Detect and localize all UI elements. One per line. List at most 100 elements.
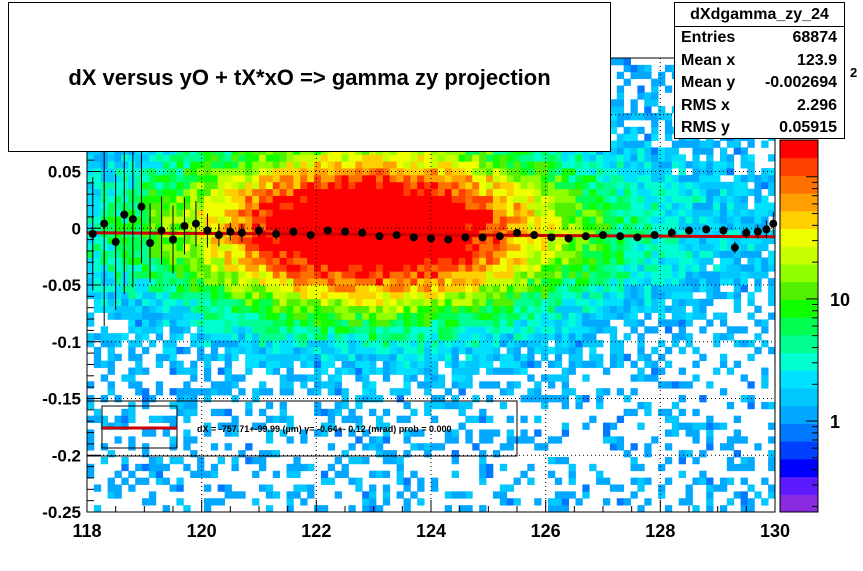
heatmap-cell — [389, 353, 397, 362]
heatmap-cell — [307, 291, 315, 300]
heatmap-cell — [272, 450, 281, 458]
heatmap-cell — [389, 250, 397, 258]
heatmap-cell — [162, 346, 170, 355]
heatmap-cell — [410, 271, 418, 279]
heatmap-cell — [190, 395, 198, 403]
heatmap-cell — [369, 388, 377, 396]
heatmap-cell — [293, 202, 301, 210]
heatmap-cell — [534, 305, 542, 313]
heatmap-cell — [472, 305, 480, 313]
heatmap-cell — [547, 470, 556, 479]
heatmap-cell — [492, 188, 501, 196]
heatmap-cell — [664, 168, 673, 176]
heatmap-cell — [582, 161, 590, 169]
heatmap-cell — [382, 264, 391, 272]
heatmap-cell — [417, 161, 425, 169]
heatmap-cell — [176, 388, 184, 396]
heatmap-cell — [314, 401, 322, 410]
heatmap-cell — [162, 271, 170, 279]
heatmap-cell — [362, 395, 370, 403]
heatmap-cell — [575, 154, 583, 162]
heatmap-cell — [362, 312, 370, 320]
heatmap-cell — [472, 250, 480, 258]
heatmap-cell — [245, 161, 253, 169]
heatmap-cell — [238, 285, 246, 293]
heatmap-cell — [568, 209, 576, 217]
heatmap-cell — [272, 223, 281, 231]
heatmap-cell — [279, 243, 287, 252]
heatmap-cell — [575, 353, 583, 362]
heatmap-cell — [582, 360, 590, 368]
heatmap-cell — [155, 388, 164, 396]
heatmap-cell — [458, 319, 466, 327]
heatmap-cell — [472, 326, 480, 334]
heatmap-cell — [224, 360, 232, 368]
heatmap-cell — [87, 181, 95, 190]
heatmap-cell — [272, 470, 281, 479]
heatmap-cell — [396, 360, 404, 368]
heatmap-cell — [286, 271, 294, 279]
heatmap-cell — [265, 278, 274, 286]
heatmap-cell — [128, 223, 136, 231]
heatmap-cell — [609, 168, 618, 176]
heatmap-cell — [362, 250, 370, 258]
heatmap-cell — [382, 340, 391, 348]
heatmap-cell — [465, 223, 473, 231]
heatmap-cell — [231, 429, 239, 437]
heatmap-cell — [424, 216, 432, 224]
heatmap-cell — [355, 319, 363, 327]
heatmap-cell — [252, 360, 260, 368]
heatmap-cell — [121, 305, 129, 313]
heatmap-cell — [128, 291, 136, 300]
heatmap-cell — [664, 147, 673, 155]
heatmap-cell — [417, 326, 425, 334]
heatmap-cell — [382, 285, 391, 293]
heatmap-cell — [609, 113, 618, 121]
heatmap-cell — [768, 346, 776, 355]
heatmap-cell — [176, 154, 184, 162]
heatmap-cell — [369, 436, 377, 444]
heatmap-cell — [444, 195, 453, 203]
heatmap-cell — [706, 271, 714, 279]
heatmap-cell — [424, 209, 432, 217]
heatmap-cell — [300, 298, 308, 307]
heatmap-cell — [520, 319, 528, 327]
heatmap-cell — [259, 291, 267, 300]
heatmap-cell — [692, 264, 700, 272]
heatmap-cell — [403, 484, 411, 492]
heatmap-cell — [245, 285, 253, 293]
heatmap-cell — [513, 216, 521, 224]
heatmap-cell — [547, 264, 556, 272]
heatmap-cell — [706, 250, 714, 258]
heatmap-cell — [465, 326, 473, 334]
heatmap-cell — [210, 174, 219, 183]
heatmap-cell — [761, 319, 769, 327]
heatmap-cell — [733, 326, 741, 334]
heatmap-cell — [231, 181, 239, 190]
heatmap-cell — [747, 340, 755, 348]
heatmap-cell — [369, 319, 377, 327]
heatmap-cell — [768, 209, 776, 217]
heatmap-cell — [197, 161, 205, 169]
heatmap-cell — [121, 243, 129, 252]
heatmap-cell — [630, 243, 638, 252]
heatmap-cell — [375, 326, 384, 334]
heatmap-cell — [382, 367, 391, 375]
heatmap-cell — [492, 243, 501, 252]
heatmap-cell — [616, 195, 625, 203]
heatmap-cell — [327, 374, 336, 382]
heatmap-cell — [554, 154, 563, 162]
heatmap-cell — [382, 333, 391, 341]
heatmap-cell — [637, 85, 645, 93]
heatmap-cell — [664, 415, 673, 423]
heatmap-cell — [575, 360, 583, 368]
heatmap-cell — [637, 181, 645, 190]
heatmap-cell — [568, 298, 576, 307]
heatmap-cell — [658, 250, 666, 258]
heatmap-cell — [451, 429, 459, 437]
heatmap-cell — [93, 250, 102, 258]
heatmap-cell — [252, 422, 260, 430]
heatmap-cell — [719, 422, 728, 430]
heatmap-cell — [121, 374, 129, 382]
heatmap-cell — [637, 463, 645, 472]
